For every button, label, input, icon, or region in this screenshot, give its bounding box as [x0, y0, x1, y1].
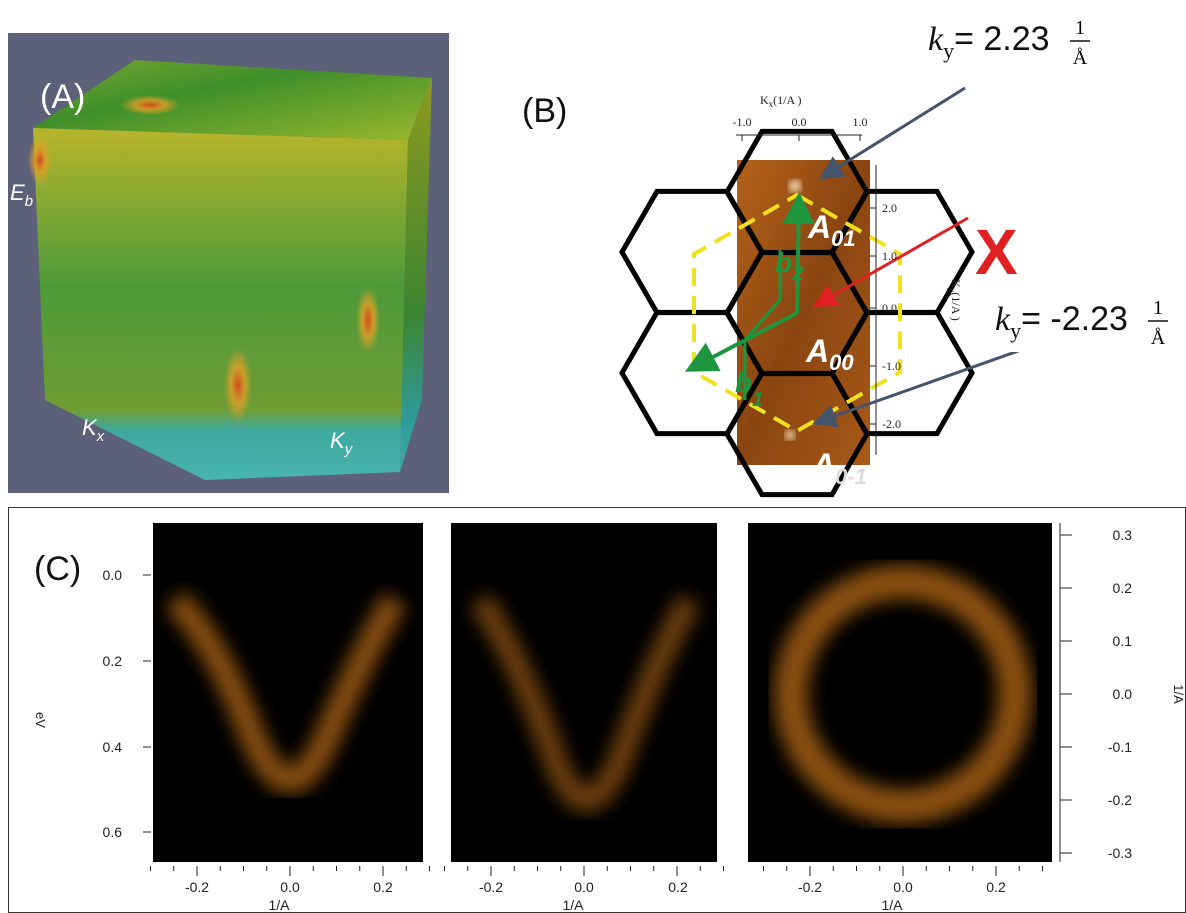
panel-label: (B): [522, 92, 567, 130]
y-tick-label: -0.3: [1108, 845, 1132, 861]
y-tick-label: 0.2: [103, 653, 123, 669]
x-tick-label: 0.2: [668, 879, 688, 895]
panel-label: (C): [34, 550, 81, 588]
svg-text:1: 1: [1075, 17, 1085, 39]
y-tick-label: 0.2: [1113, 580, 1133, 596]
x-tick-label: 0.0: [792, 115, 807, 129]
vector-arrow: [797, 200, 799, 313]
annotation: ky= -2.23 1 Å: [990, 282, 1176, 352]
x-tick-label: -0.2: [479, 879, 503, 895]
x-tick-label: 0.2: [986, 879, 1006, 895]
figure: (A) Eb Kx Ky (B) Kx(1/A ) Ky(1/A ) b2 b1…: [0, 0, 1186, 913]
axis-label: 1/A: [268, 897, 290, 913]
x-tick-label: -0.2: [185, 879, 209, 895]
axis-label: 1/A: [881, 897, 903, 913]
y-tick-label: 0.3: [1113, 527, 1133, 543]
axis-label: Kx(1/A ): [760, 93, 802, 109]
x-tick-label: 1.0: [853, 115, 868, 129]
y-tick-label: 0.4: [103, 739, 123, 755]
y-tick-label: -2.0: [882, 417, 901, 431]
page: {"panel_a": {"label": "(A)", "energy_axi…: [0, 0, 1186, 913]
x-tick-label: 0.2: [373, 879, 393, 895]
svg-text:Å: Å: [1073, 47, 1088, 69]
y-tick-label: 2.0: [882, 201, 897, 215]
axis-label: Ky(1/A ): [947, 279, 963, 321]
axis-label: 1/A: [562, 897, 584, 913]
axis-label: 1/A: [1171, 684, 1186, 704]
svg-text:1: 1: [1153, 297, 1163, 319]
y-tick-label: 0.6: [103, 824, 123, 840]
y-tick-label: 0.0: [103, 567, 123, 583]
pointer-arrow: [824, 88, 965, 176]
spot: [785, 430, 795, 440]
x-tick-label: -0.2: [798, 879, 822, 895]
spot: [789, 180, 801, 192]
marker-label: X: [975, 216, 1018, 288]
fermi-map: [737, 160, 870, 465]
y-tick-label: 1.0: [882, 249, 897, 263]
y-tick-label: 0.0: [882, 301, 897, 315]
x-tick-label: -1.0: [733, 115, 752, 129]
axis-label: eV: [33, 712, 48, 728]
x-tick-label: 0.0: [280, 879, 300, 895]
svg-text:Å: Å: [1151, 327, 1166, 349]
y-tick-label: -0.2: [1108, 792, 1132, 808]
y-tick-label: 0.0: [1113, 686, 1133, 702]
y-tick-label: -1.0: [882, 359, 901, 373]
panel-c-plots: [153, 523, 1052, 862]
y-tick-label: 0.1: [1113, 633, 1133, 649]
annotation: ky= 2.23 1 Å: [922, 0, 1100, 70]
x-tick-label: 0.0: [574, 879, 594, 895]
y-tick-label: -0.1: [1108, 739, 1132, 755]
x-tick-label: 0.0: [893, 879, 913, 895]
panel-label: (A): [40, 78, 85, 116]
